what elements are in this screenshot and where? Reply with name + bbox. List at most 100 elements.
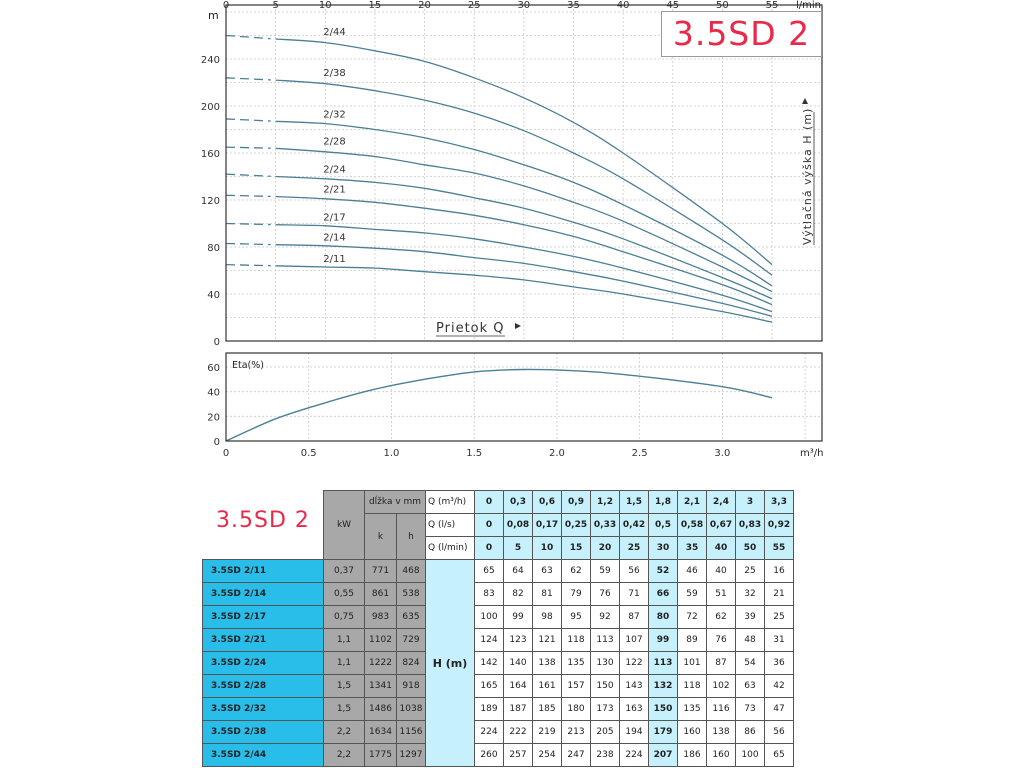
head-value-cell: 62 [706, 605, 736, 629]
head-curve [275, 38, 773, 266]
head-value-cell: 40 [706, 559, 736, 583]
head-value-cell: 46 [677, 559, 707, 583]
head-value-cell: 257 [503, 743, 533, 767]
head-value-cell: 238 [590, 743, 620, 767]
kw-cell: 2,2 [323, 743, 365, 767]
curve-dashed-start [225, 34, 271, 40]
head-value-cell: 102 [706, 674, 736, 698]
head-value-cell: 59 [590, 559, 620, 583]
head-value-cell: 140 [503, 651, 533, 675]
q-value: 5 [503, 536, 533, 560]
efficiency-chart-ticks: 0 0.5 1.0 1.5 2.0 2.5 3.0 0 20 40 60 [207, 363, 730, 459]
head-value-cell: 260 [474, 743, 504, 767]
h-label-cell: H (m) [425, 559, 475, 767]
head-value-cell: 56 [764, 720, 794, 744]
head-value-cell: 100 [474, 605, 504, 629]
head-value-cell: 160 [706, 743, 736, 767]
head-value-cell: 65 [474, 559, 504, 583]
head-curve [275, 224, 773, 313]
head-value-cell: 205 [590, 720, 620, 744]
q-label: Q (l/s) [425, 513, 475, 537]
head-value-cell: 95 [561, 605, 591, 629]
h-header: h [396, 513, 426, 560]
performance-table: kW dĺžka v mm Q (m³/h) 0 0,3 0,6 0,9 1,2… [202, 490, 794, 767]
head-value-cell: 113 [648, 651, 678, 675]
q-value: 3 [735, 490, 765, 514]
curve-dashed-start [225, 242, 271, 246]
k-cell: 1341 [364, 674, 397, 698]
h-cell: 824 [396, 651, 426, 675]
kw-cell: 1,5 [323, 697, 365, 721]
head-value-cell: 132 [648, 674, 678, 698]
head-value-cell: 100 [735, 743, 765, 767]
head-value-cell: 118 [677, 674, 707, 698]
head-value-cell: 54 [735, 651, 765, 675]
model-cell: 3.5SD 2/14 [202, 582, 324, 606]
series-label: 2/11 [323, 254, 345, 265]
head-curve [275, 175, 773, 300]
q-value: 0 [474, 536, 504, 560]
q-value: 35 [677, 536, 707, 560]
head-value-cell: 36 [764, 651, 794, 675]
head-value-cell: 222 [503, 720, 533, 744]
head-chart-curves: 2/44 2/38 2/32 2/28 2/24 2/21 2/17 2/14 2/11 [225, 27, 773, 323]
head-value-cell: 124 [474, 628, 504, 652]
efficiency-chart-curve [225, 368, 773, 442]
table-row: 3.5SD 2/32 1,5 1486 1038 189 187 185 180 173 163 1… [202, 697, 794, 721]
head-y-arrow-icon [802, 98, 808, 104]
table-row: 3.5SD 2/17 0,75 983 635 100 99 98 95 92 87 80 72 62 3… [202, 605, 794, 629]
head-value-cell: 224 [474, 720, 504, 744]
q-value: 0,83 [735, 513, 765, 537]
q-value: 0,92 [764, 513, 794, 537]
curve-dashed-start [225, 222, 271, 226]
model-cell: 3.5SD 2/44 [202, 743, 324, 767]
y-tick-label: 200 [201, 102, 220, 113]
table-row: 3.5SD 2/44 2,2 1775 1297 260 257 254 247 238 224 2… [202, 743, 794, 767]
y-tick-label: 240 [201, 55, 220, 66]
head-value-cell: 165 [474, 674, 504, 698]
table-row: 3.5SD 2/21 1,1 1102 729 124 123 121 118 113 107 99… [202, 628, 794, 652]
q-value: 10 [532, 536, 562, 560]
k-cell: 1634 [364, 720, 397, 744]
chart-title-badge: 3.5SD 2 [661, 11, 822, 57]
x-tick-label: 0.5 [301, 448, 317, 459]
q-value: 0,08 [503, 513, 533, 537]
head-value-cell: 173 [590, 697, 620, 721]
q-label: Q (l/min) [425, 536, 475, 560]
head-value-cell: 254 [532, 743, 562, 767]
head-value-cell: 213 [561, 720, 591, 744]
head-value-cell: 164 [503, 674, 533, 698]
head-value-cell: 143 [619, 674, 649, 698]
head-value-cell: 76 [706, 628, 736, 652]
q-value: 55 [764, 536, 794, 560]
x-tick-label: 1.5 [466, 448, 482, 459]
q-value: 20 [590, 536, 620, 560]
head-value-cell: 99 [648, 628, 678, 652]
q-value: 25 [619, 536, 649, 560]
kw-cell: 2,2 [323, 720, 365, 744]
head-value-cell: 207 [648, 743, 678, 767]
model-cell: 3.5SD 2/38 [202, 720, 324, 744]
y-tick-label: 40 [207, 388, 220, 399]
head-value-cell: 80 [648, 605, 678, 629]
head-value-cell: 76 [590, 582, 620, 606]
head-value-cell: 63 [532, 559, 562, 583]
y-tick-label: 20 [207, 412, 220, 423]
q-value: 15 [561, 536, 591, 560]
head-value-cell: 51 [706, 582, 736, 606]
q-value: 1,5 [619, 490, 649, 514]
y-tick-label: 0 [214, 437, 220, 448]
q-value: 0,9 [561, 490, 591, 514]
kw-cell: 1,1 [323, 628, 365, 652]
head-x-label: Prietok Q [436, 321, 505, 336]
head-value-cell: 247 [561, 743, 591, 767]
table-row: 3.5SD 2/14 0,55 861 538 83 82 81 79 76 71 66 59 51 32… [202, 582, 794, 606]
head-value-cell: 138 [706, 720, 736, 744]
head-value-cell: 59 [677, 582, 707, 606]
series-label: 2/17 [323, 213, 345, 224]
k-cell: 1486 [364, 697, 397, 721]
head-value-cell: 142 [474, 651, 504, 675]
q-value: 1,2 [590, 490, 620, 514]
head-value-cell: 130 [590, 651, 620, 675]
model-cell: 3.5SD 2/17 [202, 605, 324, 629]
